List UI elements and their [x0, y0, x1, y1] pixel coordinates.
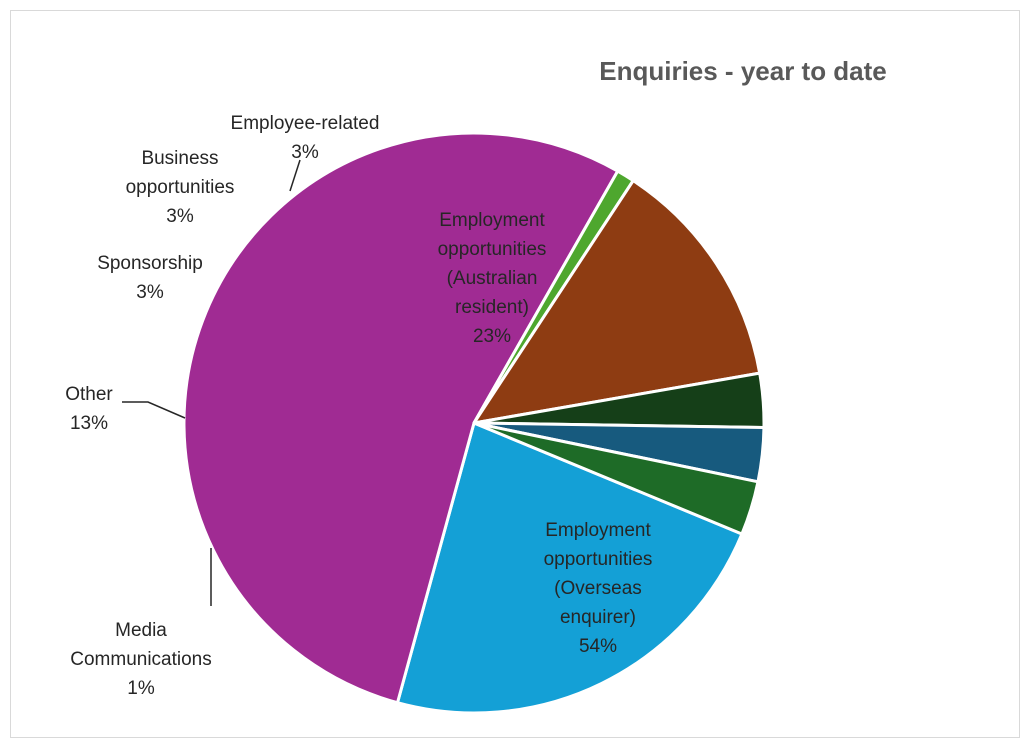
data-label-line: Other	[65, 384, 113, 405]
data-label-line: (Australian	[447, 268, 538, 289]
data-label-line: resident)	[455, 297, 529, 318]
leader-line-3	[122, 401, 186, 419]
data-label-line: Sponsorship	[97, 253, 203, 274]
data-label-line: Media	[115, 620, 167, 641]
pie-slice-1	[182, 131, 620, 705]
data-label-value: 3%	[136, 282, 164, 303]
data-label-6: Employee-related 3%	[231, 113, 380, 163]
data-label-line: opportunities	[544, 549, 653, 570]
data-label-1: Employment opportunities (Overseas enquirer…	[544, 520, 653, 657]
data-label-line: Communications	[70, 649, 212, 670]
data-label-line: (Overseas	[554, 578, 642, 599]
pie-slice-0	[395, 421, 744, 715]
data-label-line: Employee-related	[231, 113, 380, 134]
data-label-line: enquirer)	[560, 607, 636, 628]
data-label-4: Sponsorship 3%	[97, 253, 203, 303]
leader-lines-layer	[122, 159, 301, 606]
chart-title: Enquiries - year to date	[599, 56, 887, 86]
pie-slice-6	[472, 421, 760, 536]
data-label-line: Employment	[545, 520, 651, 541]
data-label-3: Other 13%	[65, 384, 113, 434]
data-label-value: 54%	[579, 636, 617, 657]
data-label-line: Business	[141, 148, 218, 169]
data-label-line: Employment	[439, 210, 545, 231]
slices-layer	[182, 131, 766, 715]
data-label-value: 3%	[166, 206, 194, 227]
data-label-2: Media Communications 1%	[70, 620, 212, 699]
data-labels-layer: Employment opportunities (Australian reside…	[65, 113, 652, 699]
data-label-value: 23%	[473, 326, 511, 347]
pie-slice-3	[472, 179, 762, 425]
leader-line-6	[289, 159, 301, 192]
data-label-value: 3%	[291, 142, 319, 163]
data-label-line: opportunities	[438, 239, 547, 260]
data-label-value: 13%	[70, 413, 108, 434]
data-label-value: 1%	[127, 678, 155, 699]
data-label-0: Employment opportunities (Australian reside…	[438, 210, 547, 347]
data-label-line: opportunities	[126, 177, 235, 198]
data-label-5: Business opportunities 3%	[126, 148, 235, 227]
